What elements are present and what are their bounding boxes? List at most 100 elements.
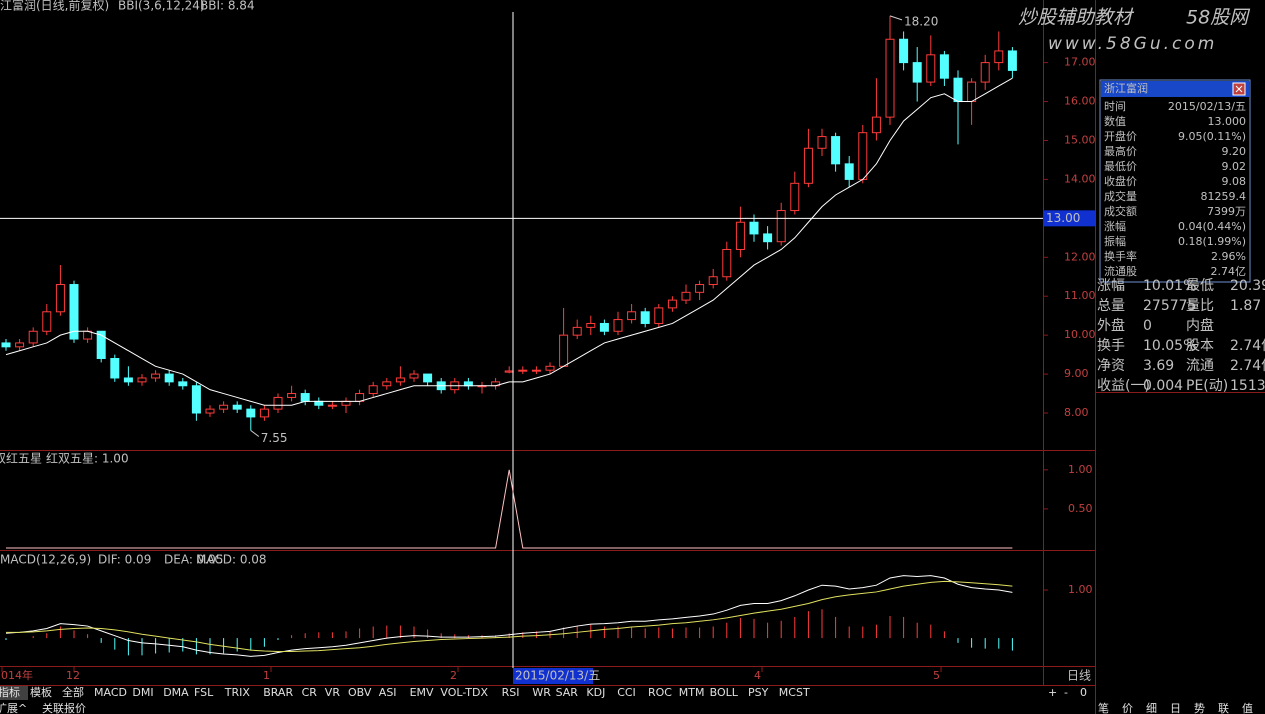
toolbar-item[interactable]: OBV [348,686,372,699]
dif-label: DIF: 0.09 [98,553,151,567]
cursor-value-box [1043,210,1095,227]
candle-body [273,396,283,410]
toolbar-item[interactable]: 全部 [62,685,84,699]
candle-body [232,404,242,410]
toolbar-item[interactable]: TRIX [224,686,251,699]
y-tick-label: 15.00 [1064,133,1096,146]
toolbar-item[interactable]: BRAR [263,686,293,699]
toolbar-item[interactable]: KDJ [586,686,605,699]
popup-value: 0.18(1.99%) [1178,235,1246,248]
max-label: 18.20 [904,14,938,28]
side-tab[interactable]: 值 [1242,702,1253,714]
popup-value: 9.02 [1222,160,1247,173]
candle-body [790,182,800,212]
quote-value: 10.05% [1143,338,1196,354]
toolbar-item[interactable]: 指标 [0,685,20,699]
toolbar-item[interactable]: 模板 [30,685,52,699]
toolbar-item[interactable]: MTM [679,686,705,699]
quote-label: 外盘 [1097,317,1125,334]
candle-body [613,319,623,332]
side-tab[interactable]: 联 [1218,702,1229,714]
popup-label: 数值 [1104,115,1126,128]
bottom-tab[interactable]: 扩展^ [0,701,27,714]
side-tab[interactable]: 笔 [1098,701,1109,714]
candle-body [191,385,201,414]
toolbar-item[interactable]: VOL-TDX [440,686,488,699]
candle-body [259,408,269,418]
candle-body [15,342,25,348]
toolbar-item[interactable]: BOLL [710,686,739,699]
quote-label: 总量 [1097,298,1125,314]
toolbar-item[interactable]: SAR [556,686,579,699]
toolbar-item[interactable]: ASI [379,686,397,699]
side-tab[interactable]: 势 [1194,702,1205,714]
candle-body [776,210,786,243]
candle-body [123,377,133,383]
quote-value: 275775 [1143,298,1196,314]
candle-body [178,381,188,387]
candle-body [722,248,732,278]
toolbar-item[interactable]: RSI [502,686,520,699]
candle-body [1007,50,1017,71]
candle-body [341,400,351,406]
zoom-button[interactable]: + [1048,686,1057,699]
x-tick-label: 4 [754,669,761,682]
popup-value: 2015/02/13/五 [1168,100,1246,113]
toolbar-item[interactable]: PSY [748,686,769,699]
quote-value: 0.004 [1143,378,1183,394]
zoom-button[interactable]: 0 [1080,686,1087,699]
close-icon [1235,85,1243,93]
toolbar-item[interactable]: EMV [410,686,434,699]
candle-body [640,311,650,324]
toolbar-active [0,686,28,700]
side-tab[interactable]: 日 [1170,702,1181,714]
popup-label: 最高价 [1104,144,1137,158]
toolbar-item[interactable]: FSL [194,686,214,699]
popup-frame [1099,79,1251,283]
candle-body [246,408,256,418]
toolbar-item[interactable]: MACD [94,686,127,699]
zoom-button[interactable]: - [1064,686,1068,699]
candle-body [980,62,990,83]
candle-body [314,400,324,406]
toolbar-item[interactable]: VR [325,686,341,699]
candle-body [205,408,215,414]
signal-legend: 红双五星: 1.00 [46,451,129,466]
toolbar-item[interactable]: ROC [648,686,672,699]
macd-label: MACD: 0.08 [196,553,267,567]
watermark-site: 58股网 [1186,7,1251,29]
candle-body [219,404,229,410]
toolbar-item[interactable]: CR [302,686,318,699]
candle-body [627,311,637,321]
toolbar-item[interactable]: MCST [779,686,810,699]
side-tab[interactable]: 价 [1122,702,1133,714]
min-pointer [250,430,260,437]
signal-title: 双红五星 [0,451,42,466]
bottom-tab[interactable]: 关联报价 [42,701,86,714]
toolbar-item[interactable]: WR [532,686,551,699]
toolbar-item[interactable]: DMI [132,686,153,699]
quote-value: 10.01% [1143,278,1196,294]
candle-body [939,54,949,79]
quote-value: 2.74亿 [1230,358,1265,374]
popup-value: 9.05(0.11%) [1178,130,1246,143]
quote-label: 量比 [1186,298,1214,314]
candle-body [681,291,691,301]
side-tab[interactable]: 细 [1146,702,1157,714]
candle-body [504,370,514,373]
toolbar-item[interactable]: DMA [163,686,189,699]
period-label: 日线 [1067,669,1091,683]
y-tick-label: 12.00 [1064,250,1096,263]
candle-body [831,136,841,165]
toolbar-item[interactable]: CCI [617,686,636,699]
quote-value: 1.87 [1230,298,1261,314]
candle-body [395,377,405,383]
candle-body [871,116,881,134]
y-tick-label: 1.00 [1068,463,1093,476]
quote-value: 1513.7 [1230,378,1265,394]
stock-title: 浙江富润(日线,前复权) [0,0,109,13]
popup-value: 9.08 [1222,175,1247,188]
